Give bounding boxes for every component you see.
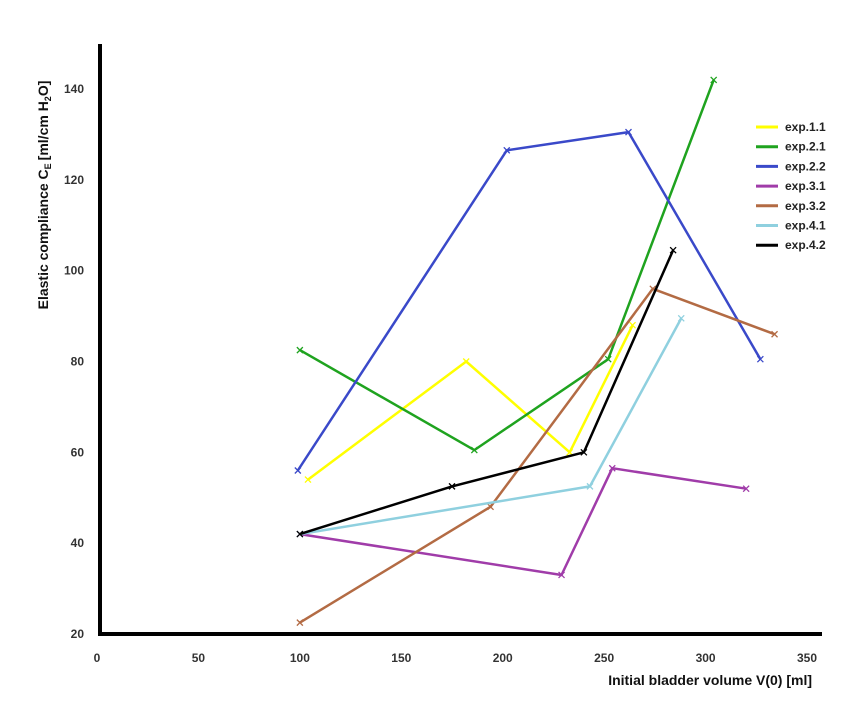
y-tick-label: 20 [71, 627, 85, 641]
y-tick-label: 140 [64, 82, 84, 96]
series-exp.4.2 [296, 246, 677, 538]
axes [98, 44, 822, 636]
series-exp.2.2 [294, 128, 764, 474]
data-point [487, 503, 495, 511]
series-exp.3.1 [296, 464, 750, 579]
legend-item: exp.2.2 [756, 159, 826, 173]
y-tick-label: 60 [71, 445, 85, 459]
y-tick-label: 100 [64, 264, 84, 278]
x-tick-label: 100 [290, 651, 310, 665]
data-point [756, 355, 764, 363]
legend-label: exp.3.1 [785, 179, 826, 193]
data-point [296, 619, 304, 627]
legend-label: exp.4.1 [785, 219, 826, 233]
data-point [604, 355, 612, 363]
series-line [307, 324, 634, 481]
data-point [677, 314, 685, 322]
data-point [558, 571, 566, 579]
data-point [462, 358, 470, 365]
data-point [629, 321, 637, 329]
data-point [742, 485, 750, 493]
y-axis-label-unit-end: O] [35, 81, 51, 97]
y-tick-label: 120 [64, 173, 84, 187]
data-point [503, 146, 511, 154]
y-tick-label: 80 [71, 354, 85, 368]
legend-label: exp.4.2 [785, 238, 826, 252]
series-exp.1.1 [304, 321, 637, 484]
data-point [625, 128, 632, 136]
x-tick-label: 200 [493, 651, 513, 665]
x-tick-label: 300 [696, 651, 716, 665]
legend-label: exp.2.1 [785, 140, 826, 154]
data-point [470, 446, 478, 454]
legend-label: exp.2.2 [785, 159, 826, 173]
y-tick-label: 40 [71, 536, 85, 550]
series-exp.2.1 [296, 76, 718, 454]
data-point [586, 482, 594, 490]
series-lines [294, 76, 779, 627]
legend-item: exp.2.1 [756, 140, 826, 154]
x-tick-label: 150 [391, 651, 411, 665]
data-point [771, 330, 779, 338]
series-exp.3.2 [296, 285, 779, 627]
legend-item: exp.4.1 [756, 219, 826, 233]
x-tick-label: 250 [594, 651, 614, 665]
x-tick-label: 50 [192, 651, 206, 665]
y-axis-label-unit: [ml/cm H [35, 101, 51, 160]
data-point [608, 464, 616, 472]
y-axis-label-main: Elastic compliance C [35, 169, 51, 309]
legend-item: exp.3.1 [756, 179, 826, 193]
x-tick-labels: 0 50 100 150 200 250 300 350 [94, 651, 818, 665]
data-point [448, 482, 456, 490]
data-point [580, 448, 588, 456]
series-exp.4.1 [296, 314, 685, 538]
y-tick-labels: 20 40 60 80 100 120 140 [64, 82, 84, 641]
data-point [669, 246, 677, 254]
data-point [294, 467, 302, 474]
series-line [299, 466, 747, 577]
data-point [296, 346, 304, 354]
series-line [299, 287, 776, 624]
legend-label: exp.3.2 [785, 199, 826, 213]
series-line [299, 79, 715, 452]
legend-item: exp.3.2 [756, 199, 826, 213]
legend-label: exp.1.1 [785, 120, 826, 134]
series-line [299, 317, 683, 536]
x-tick-label: 0 [94, 651, 101, 665]
legend: exp.1.1 exp.2.1 exp.2.2 exp.3.1 exp.3.2 exp.4… [756, 120, 826, 252]
data-point [304, 476, 312, 484]
data-point [710, 76, 718, 84]
x-tick-label: 350 [797, 651, 817, 665]
legend-item: exp.4.2 [756, 238, 826, 252]
y-axis-label: Elastic compliance CE [ml/cm H2O] [35, 81, 53, 310]
series-line [299, 249, 675, 536]
legend-item: exp.1.1 [756, 120, 826, 134]
data-point [296, 530, 304, 538]
series-line [296, 130, 762, 472]
x-axis-label: Initial bladder volume V(0) [ml] [608, 672, 812, 688]
y-axis-label-sub: E [43, 163, 53, 169]
y-axis-label-unit-sub: 2 [43, 96, 53, 101]
